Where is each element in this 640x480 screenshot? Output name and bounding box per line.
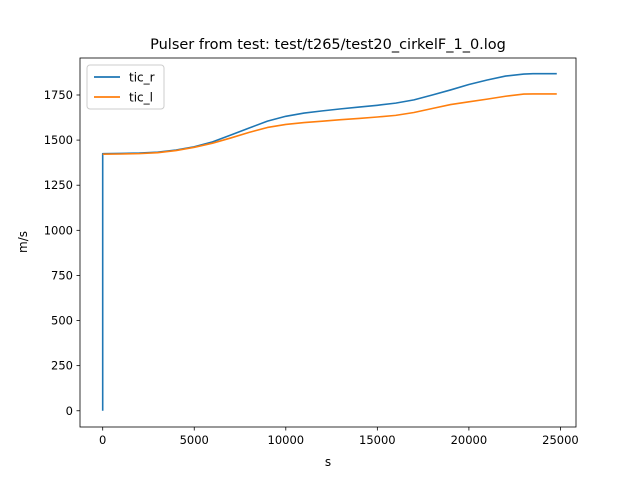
y-tick-label: 1250 (44, 178, 73, 192)
x-tick-label: 10000 (268, 433, 305, 447)
y-tick-label: 1750 (44, 88, 73, 102)
x-tick-label: 15000 (359, 433, 396, 447)
series-line-tic-r (101, 72, 557, 411)
legend-label: tic_r (129, 71, 155, 85)
y-tick-label: 1500 (44, 133, 73, 147)
series-layer (101, 72, 557, 411)
y-tick-label: 0 (66, 404, 73, 418)
y-axis-label: m/s (16, 231, 30, 253)
legend-box (86, 64, 165, 110)
legend-label: tic_l (129, 91, 153, 105)
series-line-tic-l (102, 93, 557, 155)
x-axis-ticks: 0 5000 10000 15000 20000 25000 (99, 427, 579, 447)
y-tick-label: 250 (51, 359, 73, 373)
x-tick-label: 0 (99, 433, 106, 447)
x-axis-label: s (325, 455, 331, 469)
x-tick-label: 25000 (542, 433, 579, 447)
legend: tic_r tic_l (86, 64, 165, 110)
plot-area (79, 57, 577, 428)
y-tick-label: 500 (51, 314, 73, 328)
chart-title: Pulser from test: test/t265/test20_cirke… (150, 37, 506, 53)
y-axis-ticks: 0 250 500 750 1000 1250 1500 1750 (44, 88, 80, 418)
y-tick-label: 750 (51, 268, 73, 282)
y-tick-label: 1000 (44, 223, 73, 237)
x-tick-label: 5000 (180, 433, 209, 447)
x-tick-label: 20000 (451, 433, 488, 447)
axes-frame (79, 57, 577, 428)
